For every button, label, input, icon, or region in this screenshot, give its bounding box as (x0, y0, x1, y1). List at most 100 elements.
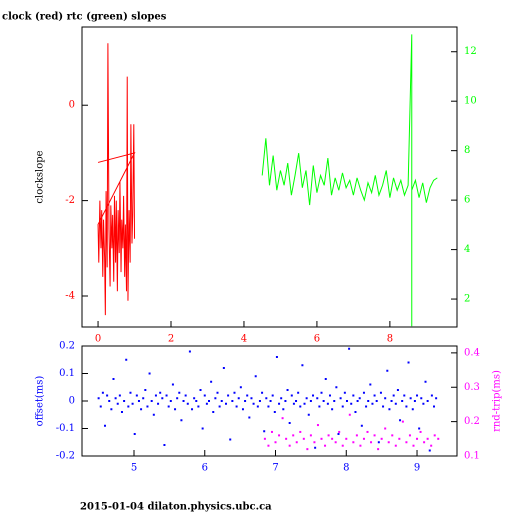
y-tick-label: 0 (69, 100, 75, 111)
data-point (154, 394, 157, 397)
data-point (176, 397, 179, 400)
data-point (391, 434, 394, 437)
data-point (106, 394, 109, 397)
x-tick-label: 2 (168, 334, 174, 345)
data-point (382, 405, 385, 408)
data-point (302, 437, 305, 440)
data-point (195, 400, 198, 402)
data-point (411, 408, 414, 411)
data-point (157, 402, 160, 405)
data-point (316, 424, 319, 427)
data-point (386, 369, 389, 372)
data-point (280, 397, 283, 400)
data-point (214, 397, 217, 400)
data-point (295, 400, 298, 402)
data-point (220, 400, 223, 402)
data-point (324, 444, 327, 447)
data-point (356, 400, 359, 402)
data-point (193, 397, 196, 400)
data-point (337, 433, 340, 435)
data-point (407, 361, 410, 364)
data-point (256, 405, 259, 408)
data-point (362, 437, 365, 440)
data-point (430, 444, 433, 447)
data-point (278, 402, 281, 405)
data-point (333, 400, 336, 402)
data-point (231, 400, 234, 402)
data-point (419, 430, 422, 433)
data-point (412, 444, 415, 447)
data-point (367, 400, 370, 402)
data-point (384, 427, 387, 430)
data-point (184, 394, 187, 397)
data-point (334, 441, 337, 444)
footer: 2015-01-04 dilaton.physics.ubc.ca (80, 502, 272, 513)
data-point (201, 427, 204, 430)
data-point (210, 380, 213, 383)
data-point (408, 434, 411, 437)
data-point (326, 402, 329, 405)
data-point (285, 437, 288, 440)
y-tick-label: -0.1 (56, 423, 75, 434)
data-point (216, 391, 219, 394)
x-tick-label: 0 (95, 334, 101, 345)
data-point (229, 438, 232, 441)
data-point (284, 400, 287, 402)
data-point (140, 408, 143, 411)
data-point (354, 411, 357, 413)
data-point (273, 411, 276, 413)
data-point (387, 441, 390, 444)
data-point (350, 402, 353, 405)
y2-axis-label: rnd-trip(ms) (492, 370, 503, 432)
data-point (380, 437, 383, 440)
y-tick-label: 0.2 (59, 341, 75, 352)
data-point (103, 424, 106, 427)
y2-tick-label: 6 (464, 195, 470, 206)
data-point (282, 408, 285, 411)
data-point (258, 400, 261, 402)
data-point (373, 434, 376, 437)
data-point (348, 347, 351, 350)
data-point (275, 356, 278, 358)
data-point (301, 364, 304, 367)
data-point (235, 405, 238, 408)
data-point (169, 400, 172, 402)
data-point (118, 394, 121, 397)
y-tick-label: -4 (65, 290, 75, 301)
data-point (360, 424, 363, 427)
data-point (416, 394, 419, 397)
data-point (418, 427, 421, 430)
data-point (297, 391, 300, 394)
data-point (375, 400, 378, 402)
data-point (137, 400, 140, 402)
data-point (401, 400, 404, 402)
data-point (150, 400, 153, 402)
y2-tick-label: 0.3 (464, 382, 480, 393)
data-point (269, 400, 272, 402)
x-tick-label: 7 (272, 463, 278, 474)
x-tick-label: 6 (202, 463, 208, 474)
data-point (112, 378, 115, 380)
data-point (335, 386, 338, 389)
data-point (413, 400, 416, 402)
data-point (358, 397, 361, 400)
data-point (437, 437, 440, 440)
data-point (420, 397, 423, 400)
data-point (320, 391, 323, 394)
data-point (424, 380, 427, 383)
data-point (233, 391, 236, 394)
plot-frame (81, 26, 458, 328)
data-point (366, 430, 369, 433)
data-point (312, 394, 315, 397)
data-point (241, 408, 244, 411)
data-point (239, 386, 242, 389)
data-point (135, 394, 138, 397)
data-point (352, 441, 355, 444)
data-point (178, 391, 181, 394)
data-point (123, 400, 126, 402)
data-point (348, 413, 351, 416)
data-point (163, 444, 166, 446)
data-point (390, 400, 393, 402)
data-point (252, 402, 255, 405)
